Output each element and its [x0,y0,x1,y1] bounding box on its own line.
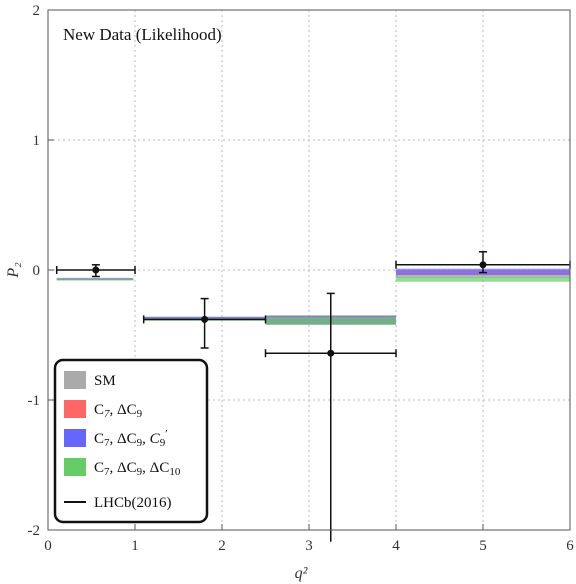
legend-label-lhcb: LHCb(2016) [94,495,172,511]
legend-swatch-sm [64,371,86,389]
y-tick-label: 0 [33,263,41,279]
data-point [201,315,209,323]
data-point [479,261,487,269]
band-3 [56,279,134,281]
y-axis-label: P₂ [5,262,22,279]
legend-label-c7-dc9-dc10: C7, ΔC9, ΔC10 [94,460,181,478]
legend-swatch-c7-dc9-dc10 [64,458,86,476]
x-tick-label: 3 [305,538,313,554]
chart-title: New Data (Likelihood) [63,25,222,44]
legend-label-c7-dc9: C7, ΔC9 [94,402,143,420]
x-tick-label: 0 [44,538,52,554]
legend-swatch-c7-dc9 [64,400,86,418]
x-tick-label: 4 [392,538,400,554]
y-tick-label: -2 [28,523,41,539]
lhcb-data-points [55,251,571,542]
x-tick-label: 2 [218,538,226,554]
y-tick-label: -1 [28,393,41,409]
legend: SM C7, ΔC9 C7, ΔC9, C9′ C7, ΔC9, ΔC10 LH… [53,358,209,524]
data-point [327,349,335,357]
x-tick-label: 1 [131,538,139,554]
x-tick-label: 6 [566,538,574,554]
x-tick-label: 5 [479,538,487,554]
legend-swatch-c7-dc9-c9p [64,429,86,447]
legend-box [53,358,209,524]
y-tick-label: 2 [33,3,41,19]
prediction-bands [56,268,570,325]
y-tick-label: 1 [33,133,41,149]
data-point [92,266,100,274]
band-3 [396,276,570,282]
x-axis-label: q² [295,565,309,582]
axis-ticks [47,9,571,531]
axis-tick-labels: 0 1 2 3 4 5 6 -2 -1 0 1 2 [28,3,575,554]
legend-label-sm: SM [94,373,116,389]
legend-label-c7-dc9-c9p: C7, ΔC9, C9′ [94,428,168,449]
